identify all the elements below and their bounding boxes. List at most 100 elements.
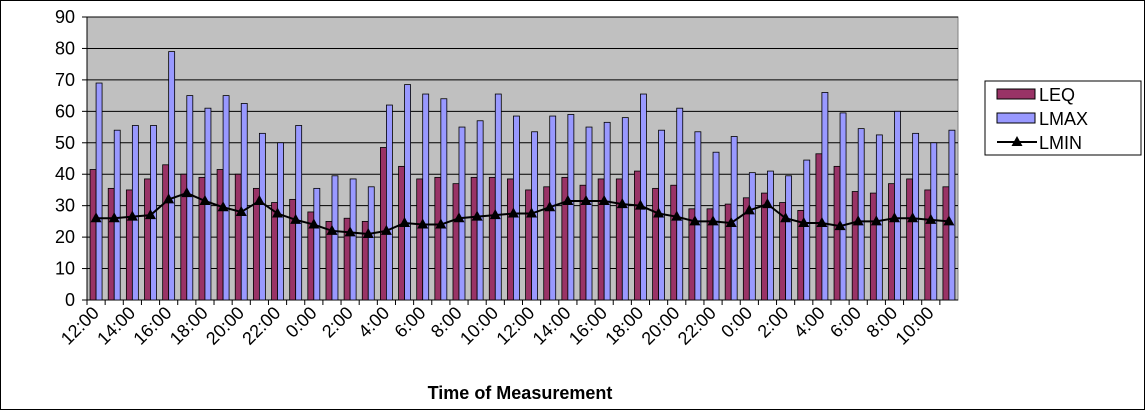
- bar: [948, 129, 956, 301]
- bar: [89, 169, 97, 301]
- bar: [277, 142, 284, 301]
- bar: [416, 178, 424, 301]
- bar: [222, 95, 230, 301]
- bar: [404, 84, 411, 301]
- bar: [603, 121, 611, 301]
- y-tick-label: 10: [55, 259, 75, 279]
- marker: [598, 194, 610, 205]
- bar: [857, 128, 865, 301]
- bar: [452, 183, 460, 301]
- marker: [870, 215, 882, 226]
- bar: [585, 126, 593, 301]
- x-axis-title: Time of Measurement: [428, 383, 613, 403]
- bar: [295, 125, 303, 301]
- bar: [186, 95, 194, 301]
- bar: [331, 175, 339, 301]
- bar: [839, 112, 847, 301]
- marker: [272, 207, 284, 218]
- marker: [634, 199, 646, 210]
- bar: [198, 176, 206, 301]
- marker: [780, 212, 792, 223]
- marker: [326, 224, 338, 235]
- bar: [162, 164, 170, 301]
- bar: [676, 107, 684, 301]
- marker: [888, 212, 900, 223]
- bar: [803, 159, 811, 301]
- marker: [925, 213, 937, 224]
- bar: [398, 165, 405, 301]
- marker: [471, 210, 483, 221]
- marker: [217, 201, 229, 212]
- bar: [386, 104, 393, 301]
- marker: [725, 216, 737, 227]
- marker: [526, 207, 538, 218]
- marker: [907, 212, 919, 223]
- marker: [943, 215, 955, 226]
- bar: [621, 117, 629, 301]
- bar: [615, 178, 623, 301]
- marker: [108, 212, 120, 223]
- bar: [144, 178, 151, 301]
- y-tick-label: 70: [55, 70, 75, 90]
- bar: [567, 114, 575, 301]
- marker: [544, 201, 556, 212]
- bar: [821, 92, 829, 301]
- marker: [453, 212, 465, 223]
- bar: [240, 103, 248, 301]
- legend-marker: [1011, 136, 1023, 146]
- bar: [640, 93, 647, 301]
- marker: [362, 227, 374, 238]
- bar: [380, 147, 387, 301]
- marker: [235, 205, 247, 216]
- bar: [561, 176, 569, 301]
- marker: [399, 216, 411, 227]
- y-tick-label: 40: [55, 164, 75, 184]
- bar: [125, 189, 133, 301]
- bar: [422, 93, 430, 301]
- bar: [434, 176, 442, 301]
- legend-label: LEQ: [1039, 85, 1075, 105]
- marker: [580, 194, 592, 205]
- bar: [652, 187, 659, 301]
- marker: [90, 212, 102, 223]
- legend-swatch: [996, 88, 1036, 100]
- marker: [344, 226, 356, 237]
- marker: [126, 210, 138, 221]
- bar: [216, 169, 224, 301]
- legend-label: LMAX: [1039, 109, 1088, 129]
- bar: [488, 176, 496, 301]
- marker: [253, 194, 265, 205]
- marker: [199, 194, 211, 205]
- bar: [833, 165, 841, 301]
- bar: [942, 186, 950, 301]
- marker: [671, 210, 683, 221]
- marker: [380, 224, 392, 235]
- bar: [440, 98, 448, 301]
- bar: [724, 203, 732, 301]
- legend-label: LMIN: [1039, 133, 1082, 153]
- bar: [869, 192, 877, 301]
- marker: [653, 207, 665, 218]
- marker: [290, 213, 302, 224]
- marker: [489, 209, 501, 220]
- bar: [513, 115, 520, 301]
- marker: [798, 216, 810, 227]
- bar: [476, 120, 484, 301]
- marker: [181, 187, 193, 198]
- y-tick-label: 80: [55, 38, 75, 58]
- bar: [894, 110, 901, 301]
- marker: [852, 215, 864, 226]
- y-tick-label: 50: [55, 133, 75, 153]
- bar: [349, 178, 357, 301]
- bar: [924, 189, 932, 301]
- bar: [234, 173, 242, 301]
- marker: [417, 218, 429, 229]
- bar: [458, 126, 466, 301]
- bar: [634, 170, 641, 301]
- bar: [767, 170, 774, 301]
- bar: [761, 192, 768, 301]
- marker: [507, 207, 519, 218]
- marker: [834, 220, 846, 231]
- marker: [308, 218, 320, 229]
- bar: [525, 189, 532, 301]
